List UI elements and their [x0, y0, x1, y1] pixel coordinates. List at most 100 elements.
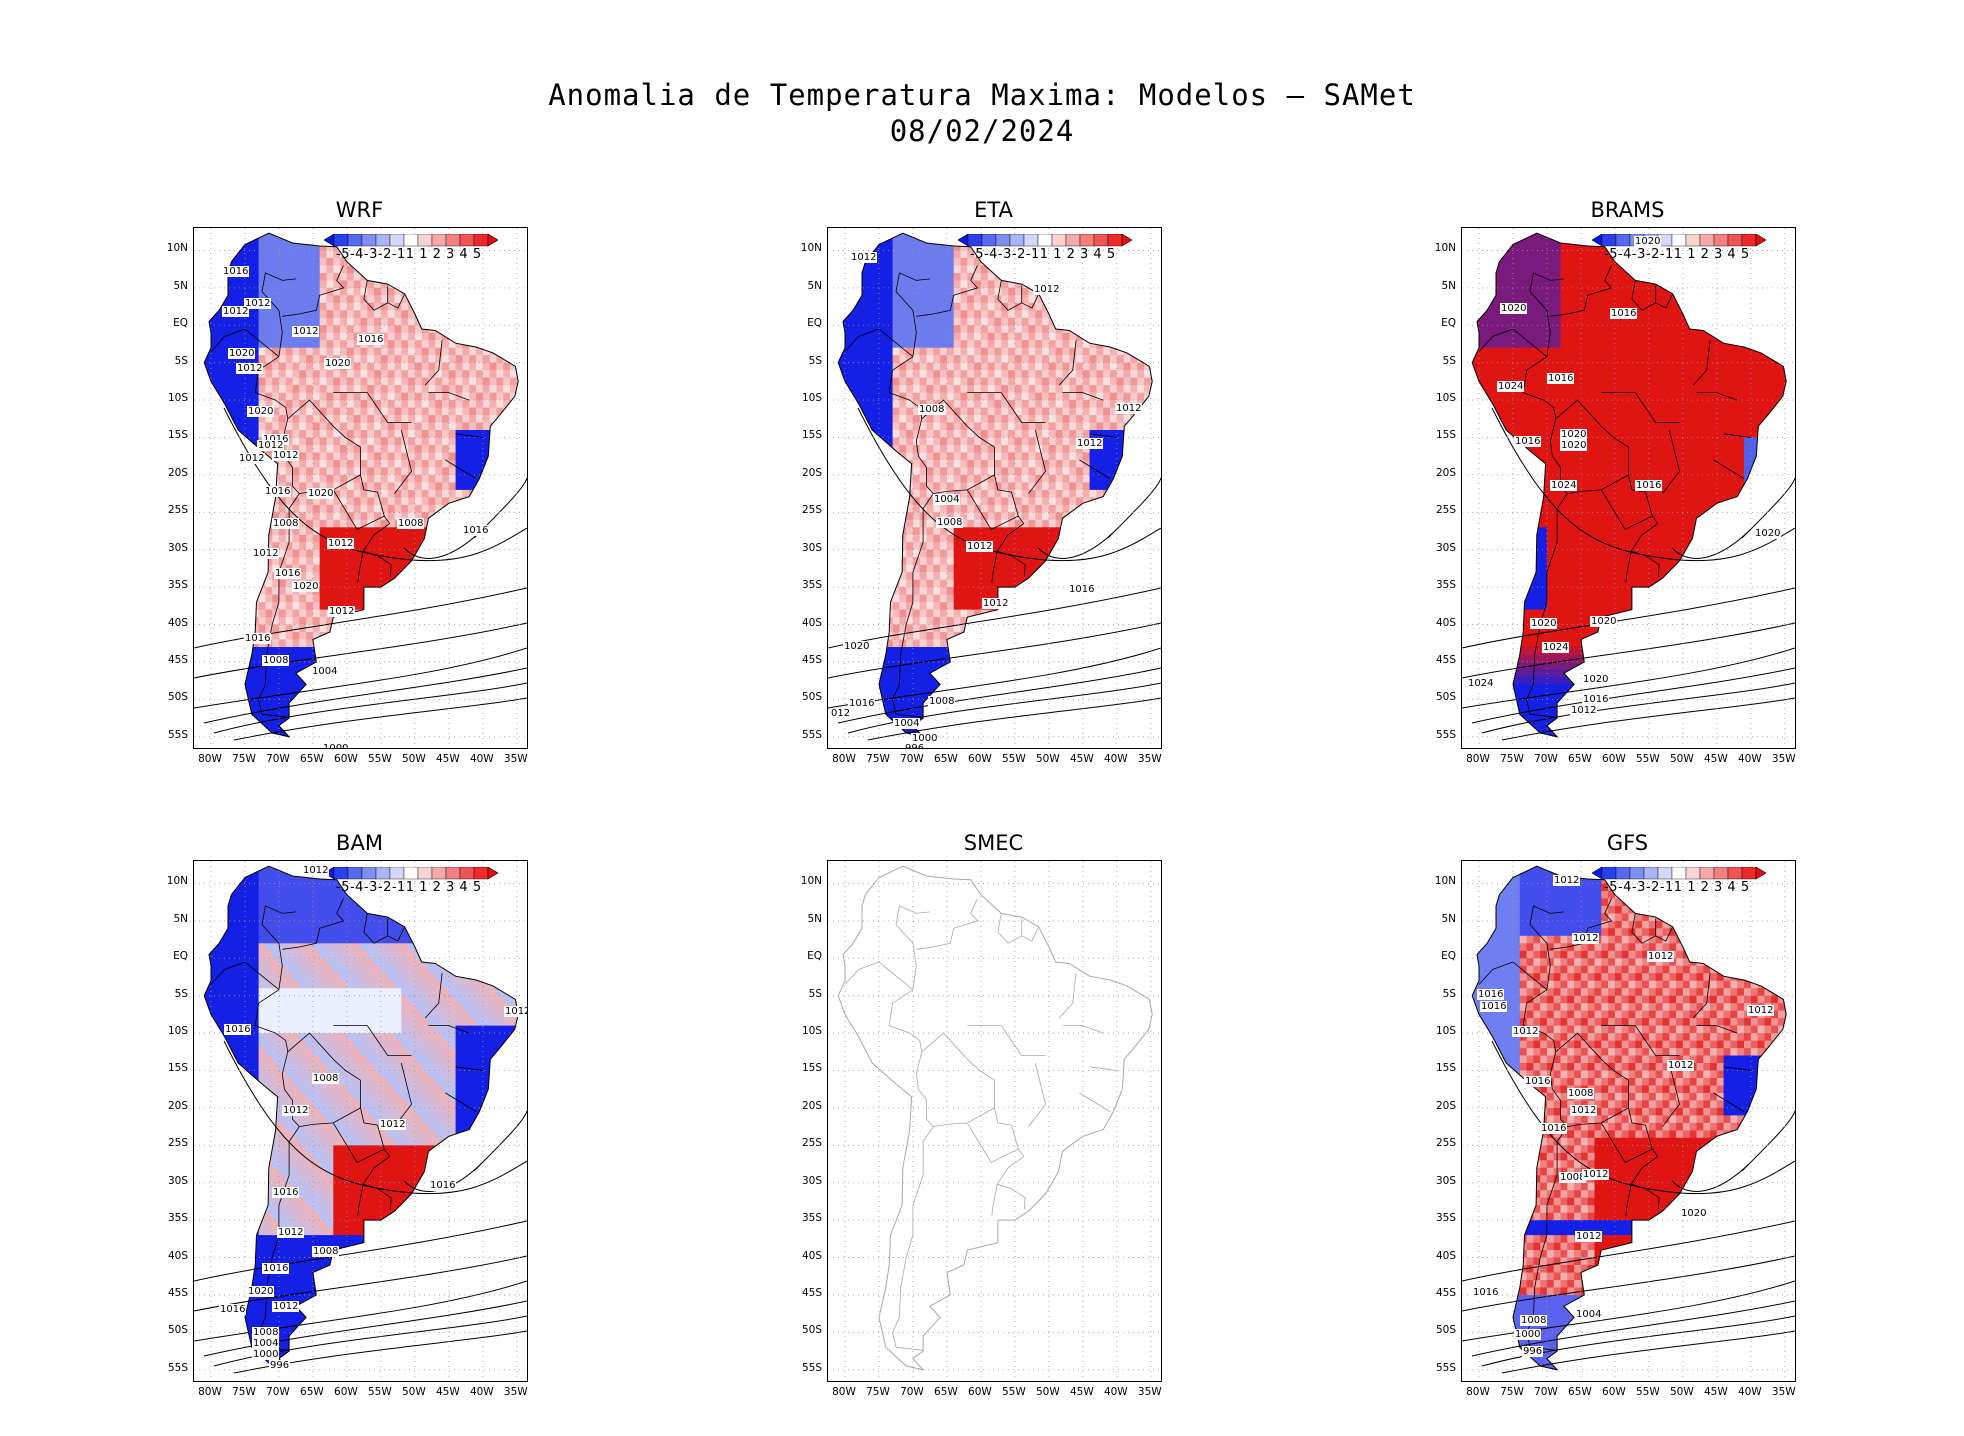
lat-tick-label: 5S [808, 987, 822, 1000]
colorbar-swatch [473, 866, 489, 880]
lat-tick-label: 50S [167, 1324, 188, 1337]
colorbar-swatch [981, 233, 997, 247]
colorbar-swatch [1051, 233, 1067, 247]
colorbar-swatch [417, 866, 433, 880]
isobar-label: 1024 [1542, 642, 1570, 653]
colorbar-swatch [333, 233, 349, 247]
isobar-label: 1016 [357, 334, 385, 345]
isobar-label: 1004 [933, 494, 961, 505]
lat-tick-label: 35S [1435, 1212, 1456, 1225]
isobar-label: 1012 [1572, 933, 1600, 944]
isobar-label: 1012 [1667, 1060, 1695, 1071]
map-frame: -5-4-3-2-11 1 2 3 4 5 1012 1012 1016 1008 101… [193, 860, 528, 1382]
colorbar-labels: -5-4-3-2-11 1 2 3 4 5 [1604, 880, 1750, 895]
colorbar-swatch [1685, 233, 1701, 247]
colorbar-swatch [1615, 233, 1631, 247]
lon-tick-label: 50W [1669, 753, 1694, 765]
lat-tick-label: 45S [1435, 653, 1456, 666]
isobar-label: 1008 [272, 518, 300, 529]
colorbar-swatch [473, 233, 489, 247]
lat-tick-label: 35S [167, 1212, 188, 1225]
temperature-anomaly-field [838, 233, 1153, 737]
lat-tick-label: 40S [1435, 1249, 1456, 1262]
isobar-label: 1012 [966, 541, 994, 552]
isobar-label: 1020 [292, 581, 320, 592]
colorbar-swatch [1713, 233, 1729, 247]
lon-tick-label: 35W [1771, 1386, 1796, 1398]
colorbar-swatch [375, 233, 391, 247]
colorbar-swatch [389, 233, 405, 247]
isobar-label: 1012 [850, 252, 878, 263]
isobar-label: 1016 [1547, 373, 1575, 384]
isobar-label: 1012 [1647, 951, 1675, 962]
lat-tick-label: 20S [801, 466, 822, 479]
lat-tick-label: 55S [1435, 728, 1456, 741]
lon-tick-label: 65W [934, 753, 958, 765]
lon-tick-label: 80W [198, 1386, 222, 1398]
isobar-label: 1012 [379, 1119, 407, 1130]
lat-tick-label: 30S [1435, 1174, 1456, 1187]
map-canvas [1462, 861, 1795, 1381]
lat-tick-label: 30S [801, 1174, 822, 1187]
colorbar-swatch [1671, 233, 1687, 247]
lat-tick-label: EQ [1441, 317, 1456, 330]
colorbar-labels: -5-4-3-2-11 1 2 3 4 5 [970, 247, 1116, 262]
isobar-label: 1016 [224, 1024, 252, 1035]
isobar-label: 1020 [1680, 1208, 1708, 1219]
colorbar-swatch [1727, 233, 1743, 247]
lat-tick-label: 30S [1435, 541, 1456, 554]
lat-tick-label: 10N [166, 242, 188, 255]
colorbar-swatch [1685, 866, 1701, 880]
lat-tick-label: 55S [801, 1361, 822, 1374]
lat-tick-label: 55S [801, 728, 822, 741]
country-borders [844, 898, 1117, 1351]
isobar-label: 1020 [1634, 236, 1662, 247]
lat-tick-label: 15S [801, 1062, 822, 1075]
isobar-label: 1000 [911, 733, 939, 744]
lat-tick-label: 30S [167, 541, 188, 554]
panel-title: WRF [335, 198, 384, 222]
colorbar-swatch [459, 866, 475, 880]
isobar-label: 1020 [1582, 674, 1610, 685]
lon-tick-label: 75W [1500, 1386, 1524, 1398]
lat-tick-label: 10S [801, 392, 822, 405]
lon-tick-label: 80W [1466, 1386, 1490, 1398]
lat-tick-label: 5S [1442, 354, 1456, 367]
lon-tick-label: 70W [900, 1386, 924, 1398]
pressure-isolines [194, 407, 527, 741]
isobar-label: 1008 [928, 696, 956, 707]
isobar-label: 1020 [247, 1286, 275, 1297]
lat-tick-label: 25S [801, 1137, 822, 1150]
map-canvas [1462, 228, 1795, 748]
lat-tick-label: 10N [800, 242, 822, 255]
colorbar [957, 233, 1133, 247]
lon-tick-label: 55W [1636, 1386, 1660, 1398]
lat-tick-label: 20S [1435, 466, 1456, 479]
lon-tick-label: 60W [1602, 1386, 1626, 1398]
lon-tick-label: 45W [1703, 753, 1728, 765]
lat-tick-label: 55S [1435, 1361, 1456, 1374]
isobar-label: 1016 [1610, 308, 1638, 319]
isobar-label: 996 [1522, 1346, 1544, 1357]
lat-tick-label: 10S [167, 1025, 188, 1038]
isobar-label: 1008 [1520, 1315, 1548, 1326]
lat-tick-label: 50S [801, 691, 822, 704]
lon-tick-label: 60W [968, 1386, 992, 1398]
colorbar-swatch [389, 866, 405, 880]
colorbar-swatch [361, 866, 377, 880]
lon-tick-label: 40W [1103, 1386, 1128, 1398]
colorbar-labels: -5-4-3-2-11 1 2 3 4 5 [336, 247, 482, 262]
lon-tick-label: 35W [1771, 753, 1796, 765]
isobar-label: 1012 [1570, 705, 1598, 716]
isobar-label: 1012 [1570, 1105, 1598, 1116]
graticule [828, 228, 1161, 748]
lat-tick-label: 10N [166, 875, 188, 888]
lat-tick-label: 40S [1435, 616, 1456, 629]
colorbar-swatch [347, 233, 363, 247]
colorbar [1591, 866, 1767, 880]
colorbar-legend: -5-4-3-2-11 1 2 3 4 5 [323, 866, 499, 895]
lat-tick-label: 45S [801, 1286, 822, 1299]
isobar-label: 1012 [328, 606, 356, 617]
colorbar-swatch [417, 233, 433, 247]
colorbar [323, 233, 499, 247]
